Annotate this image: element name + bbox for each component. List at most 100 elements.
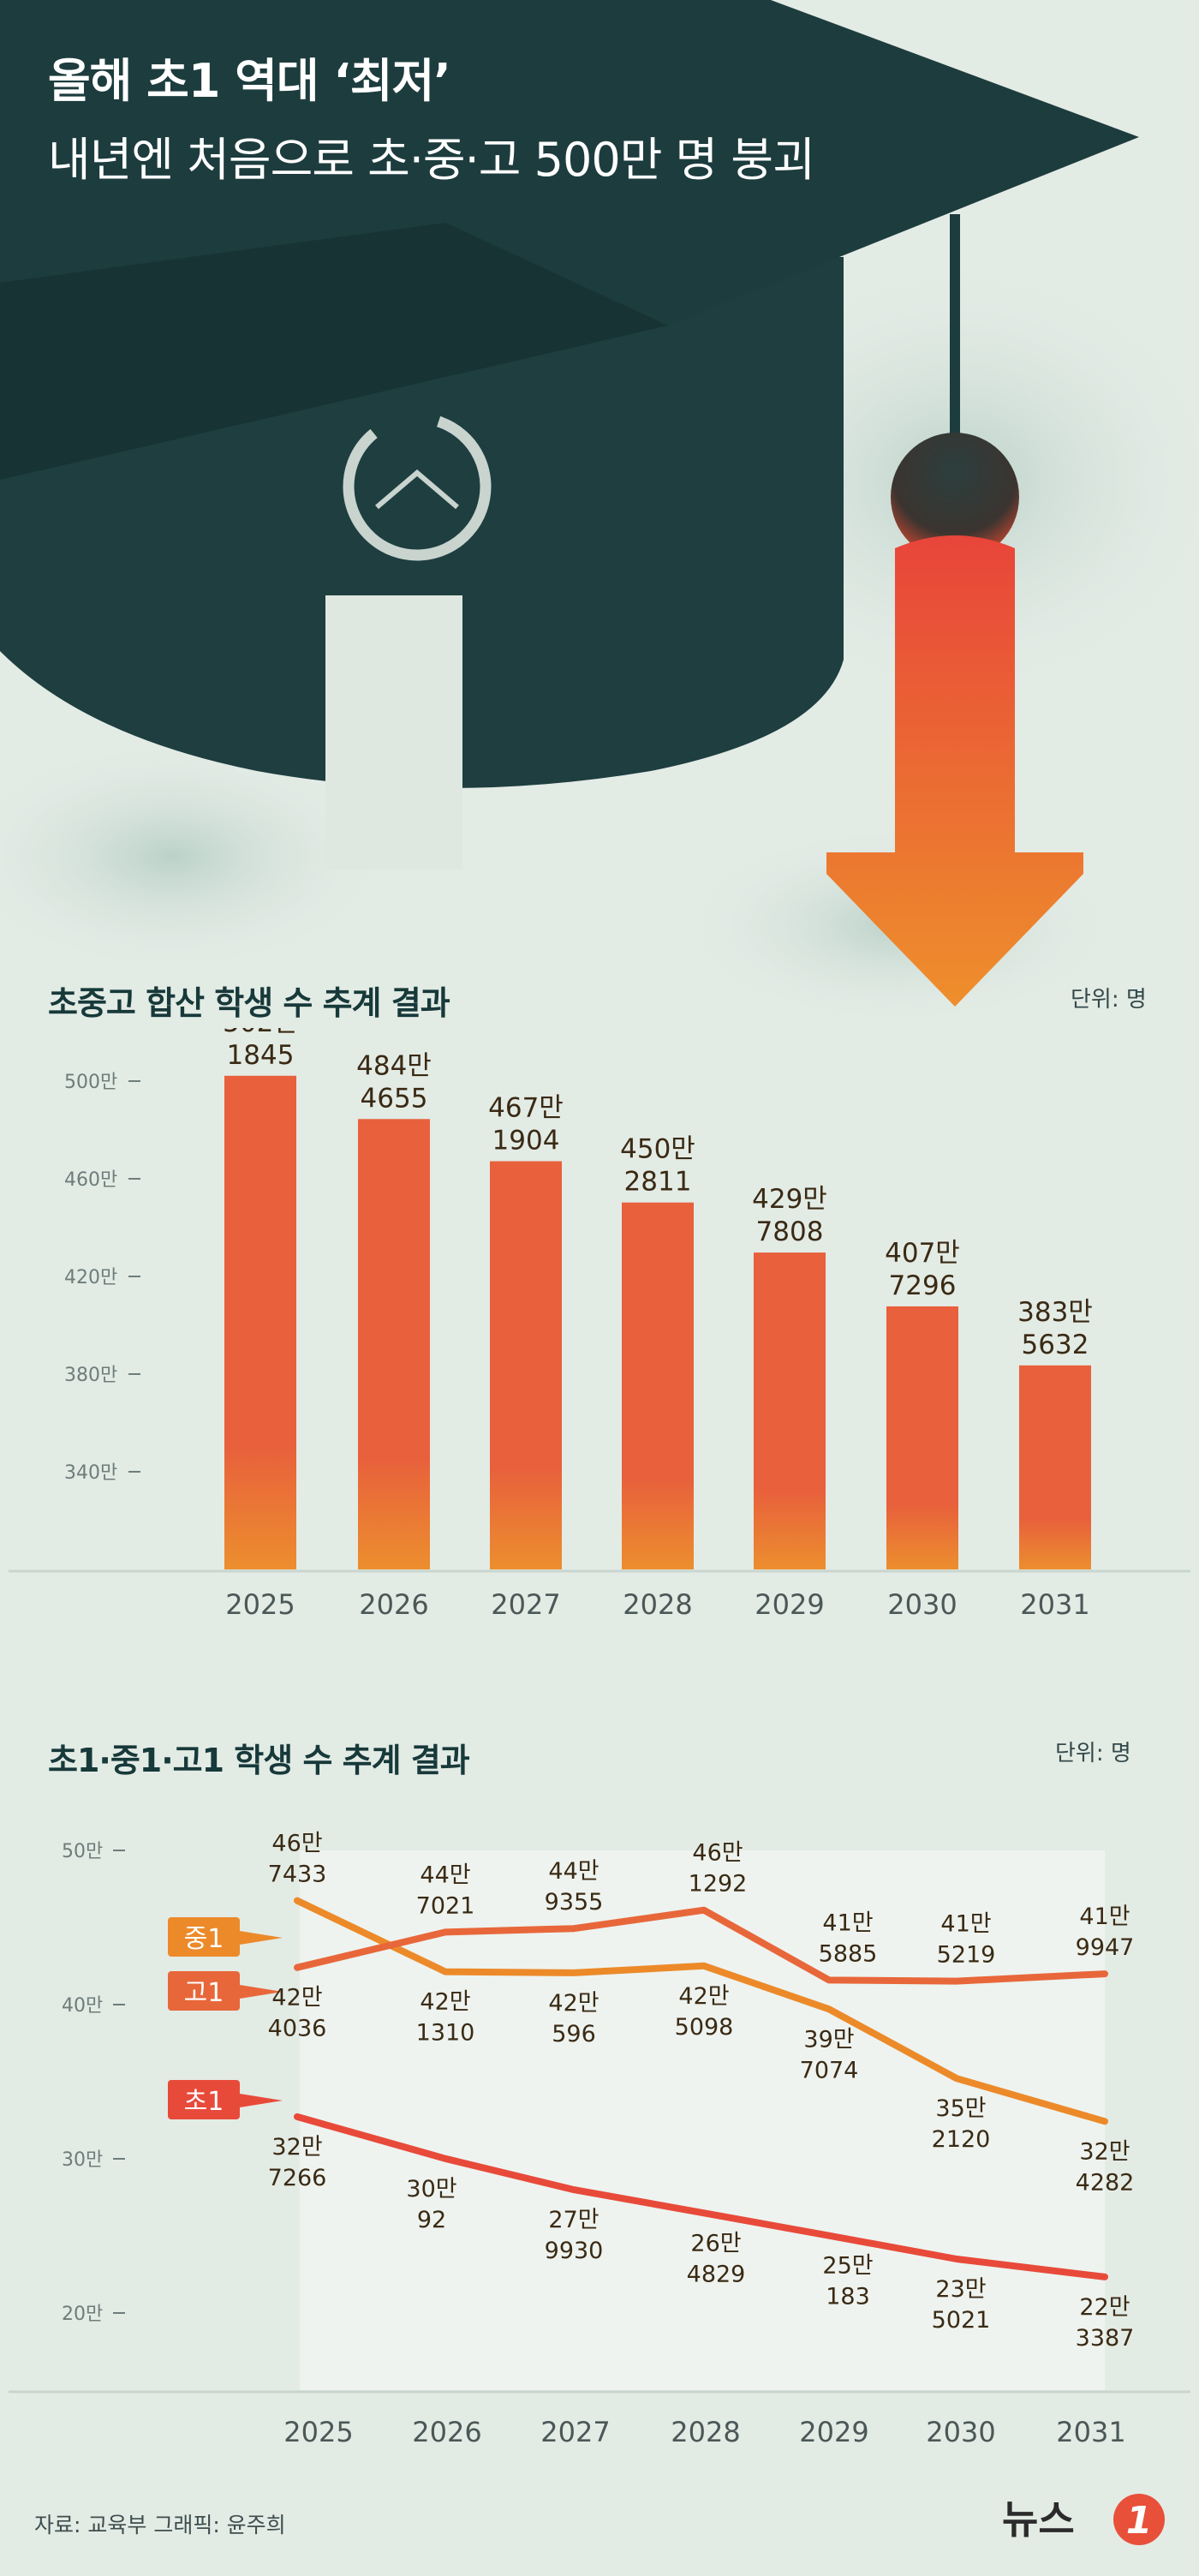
point-value-label: 42만 bbox=[548, 1990, 599, 2017]
x-tick-label: 2025 bbox=[225, 1588, 295, 1621]
series-line-초1 bbox=[294, 2113, 1108, 2280]
point-value-label: 42만 bbox=[420, 1989, 470, 2016]
point-value-label: 41만 bbox=[1079, 1904, 1130, 1930]
y-tick-label: 420만 bbox=[64, 1267, 117, 1288]
legend-swatch bbox=[168, 1917, 240, 1957]
bar-value-label: 1845 bbox=[227, 1040, 295, 1071]
point-value-label: 23만 bbox=[935, 2276, 986, 2303]
legend-swatch bbox=[168, 1971, 240, 2011]
cap-button-icon bbox=[343, 412, 492, 561]
x-tick-label: 2027 bbox=[540, 2416, 610, 2448]
x-tick-label: 2028 bbox=[671, 2416, 740, 2448]
legend-tag-중1: 중1 bbox=[168, 1917, 283, 1957]
point-value-label: 1292 bbox=[689, 1871, 748, 1898]
point-value-label: 42만 bbox=[678, 1983, 729, 2010]
bar-value-label: 450만 bbox=[620, 1134, 695, 1165]
point-value-label: 3387 bbox=[1076, 2325, 1135, 2352]
point-value-label: 32만 bbox=[271, 2134, 322, 2161]
legend-tag-고1: 고1 bbox=[168, 1971, 283, 2011]
point-value-label: 5098 bbox=[675, 2014, 734, 2041]
point-value-label: 596 bbox=[552, 2021, 596, 2047]
source-credit: 자료: 교육부 그래픽: 윤주희 bbox=[34, 2513, 286, 2537]
x-tick-label: 2026 bbox=[359, 1588, 428, 1621]
y-tick-label: 500만 bbox=[64, 1072, 117, 1093]
bar-2030 bbox=[886, 1306, 958, 1569]
bar-chart-title: 초중고 합산 학생 수 추계 결과 bbox=[48, 984, 450, 1022]
y-tick-label: 460만 bbox=[64, 1169, 117, 1191]
bar-value-label: 7808 bbox=[756, 1216, 824, 1247]
point-value-label: 183 bbox=[826, 2284, 870, 2310]
chevron-up-icon bbox=[375, 469, 459, 510]
point-value-label: 41만 bbox=[822, 1910, 873, 1936]
x-tick-label: 2031 bbox=[1056, 2416, 1125, 2448]
bar-value-label: 7296 bbox=[889, 1270, 957, 1301]
legend-label: 고1 bbox=[184, 1978, 224, 2008]
x-tick-label: 2030 bbox=[926, 2416, 995, 2448]
point-value-label: 39만 bbox=[803, 2026, 854, 2053]
series-line-고1 bbox=[294, 1906, 1108, 1985]
legend-pointer bbox=[240, 1985, 283, 1999]
point-value-label: 44만 bbox=[548, 1858, 599, 1885]
point-value-label: 9930 bbox=[545, 2238, 604, 2264]
x-tick-label: 2031 bbox=[1020, 1588, 1089, 1621]
point-value-label: 5219 bbox=[937, 1942, 996, 1969]
point-value-label: 5021 bbox=[932, 2307, 991, 2334]
point-value-label: 22만 bbox=[1079, 2294, 1130, 2321]
legend-label: 초1 bbox=[184, 2087, 224, 2117]
bar-value-label: 4655 bbox=[361, 1083, 428, 1114]
point-value-label: 44만 bbox=[420, 1862, 470, 1888]
bar-value-label: 383만 bbox=[1017, 1297, 1093, 1328]
graduation-cap-illustration bbox=[0, 0, 1199, 1028]
logo-text: 뉴스 bbox=[1002, 2496, 1075, 2543]
bar-value-label: 5632 bbox=[1022, 1330, 1089, 1360]
headline-subtitle: 내년엔 처음으로 초·중·고 500만 명 붕괴 bbox=[48, 133, 815, 187]
point-value-label: 9947 bbox=[1076, 1934, 1135, 1961]
y-tick-label: 340만 bbox=[64, 1462, 117, 1484]
news1-logo: 뉴스 1 bbox=[1002, 2494, 1165, 2545]
point-value-label: 9355 bbox=[545, 1889, 604, 1916]
point-value-label: 26만 bbox=[690, 2230, 741, 2256]
legend-label: 중1 bbox=[184, 1924, 224, 1954]
bar-value-label: 467만 bbox=[488, 1093, 564, 1124]
down-arrow-icon bbox=[826, 535, 1083, 1007]
point-value-label: 92 bbox=[417, 2207, 446, 2233]
line-chart-title: 초1·중1·고1 학생 수 추계 결과 bbox=[48, 1742, 470, 1779]
series-line-중1 bbox=[294, 1897, 1108, 2125]
bar-value-label: 502만 bbox=[223, 1028, 298, 1038]
x-tick-label: 2028 bbox=[623, 1588, 692, 1621]
point-value-label: 27만 bbox=[548, 2207, 599, 2233]
line-chart-unit: 단위: 명 bbox=[1055, 1741, 1131, 1766]
point-value-label: 7074 bbox=[800, 2057, 859, 2083]
x-tick-label: 2030 bbox=[887, 1588, 957, 1621]
x-tick-label: 2025 bbox=[283, 2416, 353, 2448]
point-value-label: 7433 bbox=[268, 1862, 327, 1888]
headline-title: 올해 초1 역대 ‘최저’ bbox=[48, 54, 451, 108]
x-tick-label: 2029 bbox=[755, 1588, 824, 1621]
bar-chart-unit: 단위: 명 bbox=[1071, 987, 1147, 1013]
bar-2026 bbox=[358, 1119, 430, 1569]
y-tick-label: 40만 bbox=[62, 1995, 103, 2017]
point-value-label: 2120 bbox=[932, 2126, 991, 2153]
bar-2025 bbox=[224, 1075, 296, 1569]
x-tick-label: 2027 bbox=[491, 1588, 560, 1621]
point-value-label: 42만 bbox=[271, 1985, 322, 2011]
tassel-knob bbox=[891, 433, 1019, 561]
point-value-label: 35만 bbox=[935, 2095, 986, 2122]
point-value-label: 4829 bbox=[687, 2261, 746, 2287]
point-value-label: 46만 bbox=[271, 1831, 322, 1857]
line-chart: 50만 40만 30만 20만 2025 2026 2027 2028 2029 2030 2031… bbox=[9, 1831, 1190, 2448]
legend-swatch bbox=[168, 2080, 240, 2119]
legend-pointer bbox=[240, 2094, 283, 2107]
y-tick-label: 50만 bbox=[62, 1841, 103, 1862]
bar-chart: 500만 460만 420만 380만 340만 502만 1845 2025 484만4655… bbox=[9, 1028, 1190, 1621]
bar-value-label: 407만 bbox=[885, 1238, 960, 1269]
bar-2028 bbox=[622, 1202, 694, 1569]
y-tick-label: 30만 bbox=[62, 2149, 103, 2171]
logo-mark: 1 bbox=[1126, 2499, 1153, 2543]
point-value-label: 7266 bbox=[268, 2165, 327, 2191]
legend-pointer bbox=[240, 1931, 283, 1945]
x-tick-label: 2026 bbox=[412, 2416, 481, 2448]
point-value-label: 7021 bbox=[416, 1892, 475, 1919]
point-value-label: 4036 bbox=[268, 2016, 327, 2042]
